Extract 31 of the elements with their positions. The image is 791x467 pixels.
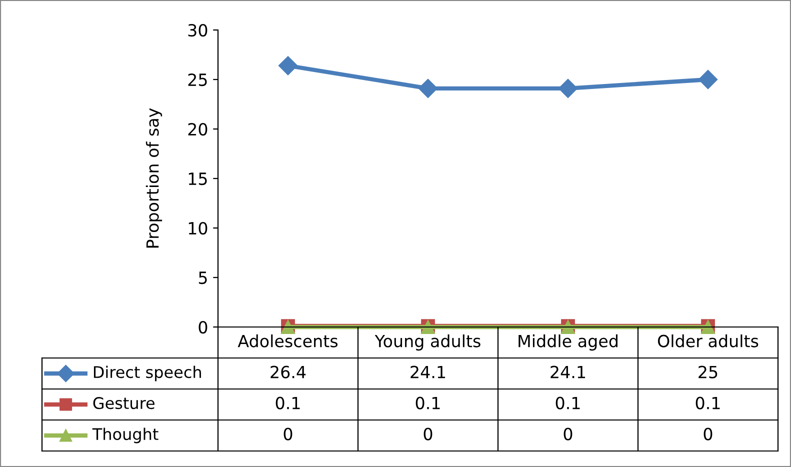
data-label: 0.1 [696, 396, 720, 410]
data-label: 0 [564, 428, 572, 440]
legend-label: Thought [92, 428, 158, 444]
x-tick-label: Older adults [658, 334, 758, 348]
y-axis-title: Proportion of say [146, 108, 162, 248]
y-tick-label: 25 [188, 73, 207, 86]
data-label: 26.4 [270, 366, 306, 378]
data-label: 25 [698, 366, 718, 378]
y-tick-label: 15 [188, 172, 207, 186]
data-label: 0 [424, 428, 432, 440]
y-tick-label: 0 [198, 320, 208, 334]
point [278, 56, 298, 76]
point [558, 78, 578, 98]
data-label: 24.1 [410, 366, 446, 378]
y-tick-label: 10 [188, 222, 208, 235]
legend-label: Direct speech [94, 366, 201, 382]
x-tick-label: Adolescents [238, 334, 338, 348]
data-label: 0 [704, 428, 712, 440]
data-label: 0.1 [416, 396, 440, 410]
x-tick-label: Young adults [374, 334, 480, 351]
data-label: 0 [284, 428, 292, 440]
data-label: 24.1 [550, 366, 586, 378]
point [698, 70, 718, 90]
data-label: 0.1 [276, 396, 300, 410]
legend-label: Gesture [93, 397, 154, 410]
x-tick-label: Middle aged [518, 334, 618, 351]
point [418, 78, 438, 98]
y-tick-label: 20 [188, 122, 208, 136]
y-tick-label: 30 [188, 24, 208, 37]
y-tick-label: 5 [198, 272, 207, 284]
data-label: 0.1 [556, 396, 580, 410]
